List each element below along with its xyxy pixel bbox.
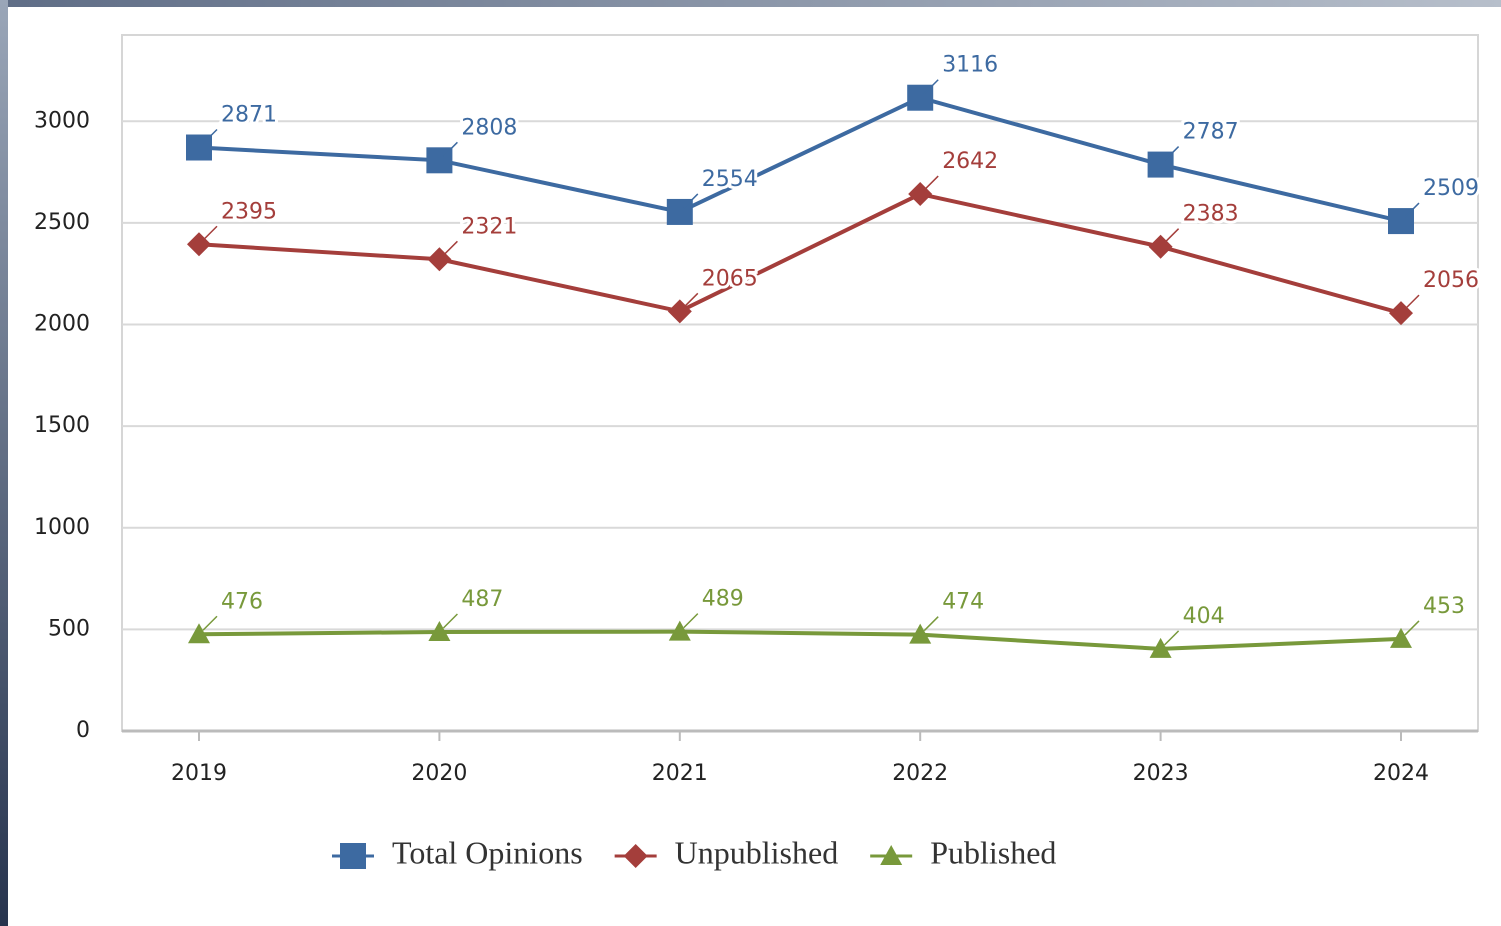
top-frame [0, 0, 1501, 7]
label-leader [683, 193, 699, 209]
label-leader [683, 292, 699, 308]
marker-diamond [623, 844, 648, 868]
y-tick-label: 2500 [34, 210, 90, 235]
data-label: 2787 [1183, 120, 1239, 145]
data-label: 476 [221, 589, 263, 614]
marker-diamond [427, 247, 452, 272]
label-leader [442, 613, 458, 629]
x-tick-label: 2019 [171, 761, 227, 786]
label-leader [1404, 294, 1420, 310]
y-tick-label: 2000 [34, 312, 90, 337]
y-tick-label: 0 [76, 718, 90, 743]
x-tick-label: 2021 [652, 761, 708, 786]
data-label: 2554 [702, 167, 758, 192]
data-label: 2395 [221, 199, 277, 224]
data-label: 2509 [1423, 176, 1479, 201]
series-line [198, 629, 1402, 651]
x-tick-label: 2023 [1133, 761, 1189, 786]
data-label: 2056 [1423, 268, 1479, 293]
data-label: 404 [1183, 604, 1225, 629]
data-label: 2321 [461, 214, 517, 239]
marker-triangle [909, 623, 932, 644]
x-tick-label: 2020 [411, 761, 467, 786]
left-frame [0, 0, 8, 926]
series-line [198, 191, 1402, 316]
label-leader [1164, 146, 1180, 162]
y-tick-label: 1000 [34, 515, 90, 540]
label-leader [202, 225, 218, 241]
data-label: 2642 [942, 149, 998, 174]
x-tick-label: 2024 [1373, 761, 1429, 786]
label-leader [202, 615, 218, 631]
legend-label: Total Opinions [392, 834, 583, 870]
label-leader [1404, 620, 1420, 636]
label-leader [923, 79, 939, 95]
data-label: 2065 [702, 266, 758, 291]
series-line [198, 95, 1402, 224]
marker-triangle [1390, 627, 1412, 648]
data-label: 487 [461, 587, 503, 612]
label-leader [923, 175, 939, 191]
marker-triangle [428, 621, 451, 642]
legend-label: Unpublished [675, 834, 839, 870]
label-leader [1404, 202, 1420, 218]
marker-square [340, 843, 366, 869]
marker-triangle [1149, 637, 1172, 658]
label-leader [1164, 630, 1180, 646]
label-leader [442, 141, 458, 157]
y-tick-label: 1500 [34, 413, 90, 438]
marker-triangle [880, 845, 903, 865]
data-label: 3116 [942, 53, 998, 78]
data-label: 2871 [221, 103, 277, 128]
data-label: 2808 [461, 115, 517, 140]
data-label: 453 [1423, 594, 1465, 619]
data-label: 474 [942, 590, 984, 615]
label-leader [442, 240, 458, 256]
data-label: 489 [702, 587, 744, 612]
y-tick-label: 500 [48, 616, 90, 641]
x-tick-label: 2022 [892, 761, 948, 786]
data-label: 2383 [1183, 202, 1239, 227]
label-leader [683, 613, 699, 629]
marker-triangle [668, 620, 691, 641]
y-tick-label: 3000 [34, 108, 90, 133]
marker-triangle [188, 623, 210, 644]
label-leader [202, 128, 218, 145]
legend-label: Published [930, 834, 1056, 870]
label-leader [923, 616, 939, 632]
label-leader [1164, 228, 1180, 244]
